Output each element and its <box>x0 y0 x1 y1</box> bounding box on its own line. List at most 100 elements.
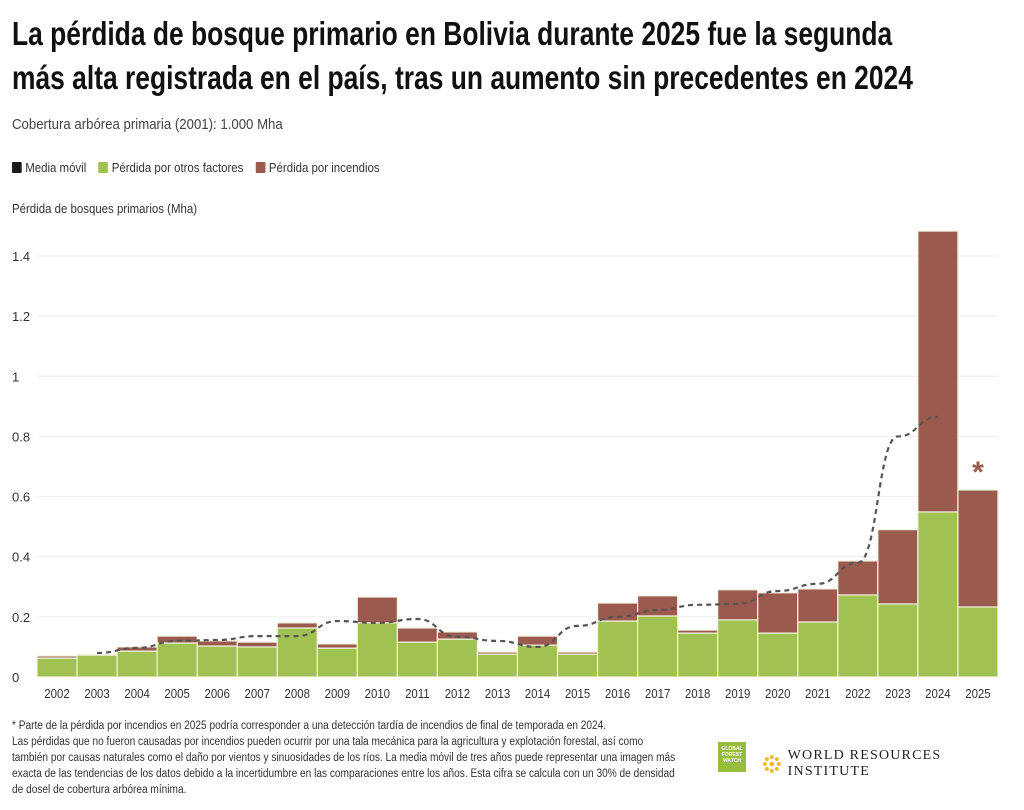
x-tick-label: 2007 <box>245 686 271 701</box>
bar-segment <box>316 643 358 649</box>
legend-label: Pérdida por otros factores <box>111 160 244 175</box>
x-tick-label: 2013 <box>485 686 511 701</box>
bar-segment <box>677 629 719 634</box>
x-tick-label: 2014 <box>525 686 551 701</box>
x-tick-label: 2020 <box>765 686 791 701</box>
bar-segment <box>516 644 559 678</box>
bar-segment <box>236 641 278 648</box>
x-tick-label: 2012 <box>445 686 471 701</box>
x-tick-label: 2021 <box>805 686 831 701</box>
bar-segment <box>636 595 679 617</box>
bar-segment <box>917 511 959 678</box>
legend-item-fires: Pérdida por incendios <box>255 160 380 175</box>
subtitle: Cobertura arbórea primaria (2001): 1.000… <box>12 116 283 133</box>
bar-segment <box>636 615 679 678</box>
bar-segment <box>356 622 398 678</box>
bar-segment <box>556 651 599 655</box>
legend-label: Pérdida por incendios <box>268 160 380 175</box>
bar-segment <box>196 645 238 678</box>
bar-segment <box>356 596 398 624</box>
bar-segment <box>957 489 999 608</box>
x-tick-label: 2006 <box>204 686 230 701</box>
legend-label: Media móvil <box>25 160 87 175</box>
bar-segment <box>36 655 78 659</box>
legend-swatch <box>12 162 22 173</box>
footnote: * Parte de la pérdida por incendios en 2… <box>12 718 681 798</box>
bar-segment <box>837 594 879 678</box>
x-tick-label: 2019 <box>725 686 751 701</box>
wri-emblem-icon <box>762 755 781 773</box>
wri-logo: WORLD RESOURCES INSTITUTE <box>762 748 1024 780</box>
bar-segment <box>757 592 799 634</box>
bar-segment <box>717 619 759 678</box>
bar-segment <box>837 560 879 596</box>
bar-segment <box>236 646 278 678</box>
x-tick-label: 2025 <box>965 686 991 701</box>
x-tick-label: 2003 <box>84 686 110 701</box>
bar-segment <box>156 642 198 678</box>
y-tick-label: 0.8 <box>12 429 30 444</box>
x-tick-label: 2016 <box>605 686 631 701</box>
bar-segment <box>76 653 118 656</box>
x-tick-label: 2015 <box>565 686 591 701</box>
footnote-body: Las pérdidas que no fueron causadas por … <box>12 736 676 796</box>
bar-segment <box>316 647 358 678</box>
bar-segment <box>917 230 959 513</box>
bar-segment <box>436 631 479 640</box>
footnote-star: * Parte de la pérdida por incendios en 2… <box>12 720 607 732</box>
bar-segment <box>116 650 158 678</box>
moving-average-line <box>97 415 938 655</box>
x-tick-label: 2010 <box>365 686 391 701</box>
y-tick-label: 0.6 <box>12 490 30 505</box>
bar-segment <box>76 654 118 678</box>
x-tick-label: 2009 <box>325 686 351 701</box>
bar-segment <box>276 622 318 629</box>
wri-logo-text: WORLD RESOURCES INSTITUTE <box>787 748 942 779</box>
y-axis-label: Pérdida de bosques primarios (Mha) <box>12 201 198 216</box>
bar-segment <box>396 641 438 678</box>
x-tick-label: 2005 <box>164 686 190 701</box>
bar-segment <box>36 657 78 678</box>
x-tick-label: 2023 <box>885 686 911 701</box>
y-tick-label: 1 <box>12 369 19 384</box>
x-tick-label: 2018 <box>685 686 711 701</box>
bar-segment <box>396 627 438 643</box>
y-tick-label: 0.2 <box>12 610 30 625</box>
bar-segment <box>877 529 919 605</box>
legend-item-moving-average: Media móvil <box>12 160 86 175</box>
stacked-bar-chart: 0 0.2 0.4 0.6 0.8 1 1.2 1.4 2002 2003 2004 2005 2006… <box>12 230 999 701</box>
title-line-2: más alta registrada en el país, tras un … <box>12 59 913 96</box>
annotation-asterisk: * <box>972 456 984 489</box>
x-tick-label: 2022 <box>845 686 871 701</box>
bar-segment <box>476 651 519 655</box>
chart-title: La pérdida de bosque primario en Bolivia… <box>12 12 972 100</box>
bar-segment <box>476 653 519 678</box>
legend-swatch <box>255 162 266 173</box>
bar-segment <box>957 606 999 678</box>
bar-segment <box>757 632 799 678</box>
bar-segment <box>797 621 839 678</box>
x-tick-label: 2024 <box>925 686 951 701</box>
x-tick-label: 2008 <box>285 686 311 701</box>
x-tick-label: 2004 <box>124 686 150 701</box>
x-tick-label: 2002 <box>44 686 70 701</box>
bar-segment <box>596 620 639 678</box>
x-tick-label: 2017 <box>645 686 671 701</box>
bar-segment <box>556 653 599 678</box>
bar-segment <box>436 638 479 678</box>
y-tick-label: 1.4 <box>12 249 30 264</box>
x-tick-label: 2011 <box>405 686 430 701</box>
bar-segment <box>196 640 238 647</box>
y-tick-label: 0 <box>12 670 19 685</box>
y-tick-label: 1.2 <box>12 309 30 324</box>
title-line-1: La pérdida de bosque primario en Bolivia… <box>12 15 893 52</box>
legend-swatch <box>98 162 109 173</box>
bar-segment <box>797 588 839 623</box>
bar-segment <box>677 632 719 678</box>
legend-item-other-factors: Pérdida por otros factores <box>98 160 244 175</box>
legend: Media móvil Pérdida por otros factores P… <box>12 160 380 175</box>
bar-segment <box>516 635 559 646</box>
bar-segment <box>877 603 919 678</box>
gfw-logo: GLOBAL FOREST WATCH <box>718 742 746 772</box>
y-tick-label: 0.4 <box>12 550 30 565</box>
